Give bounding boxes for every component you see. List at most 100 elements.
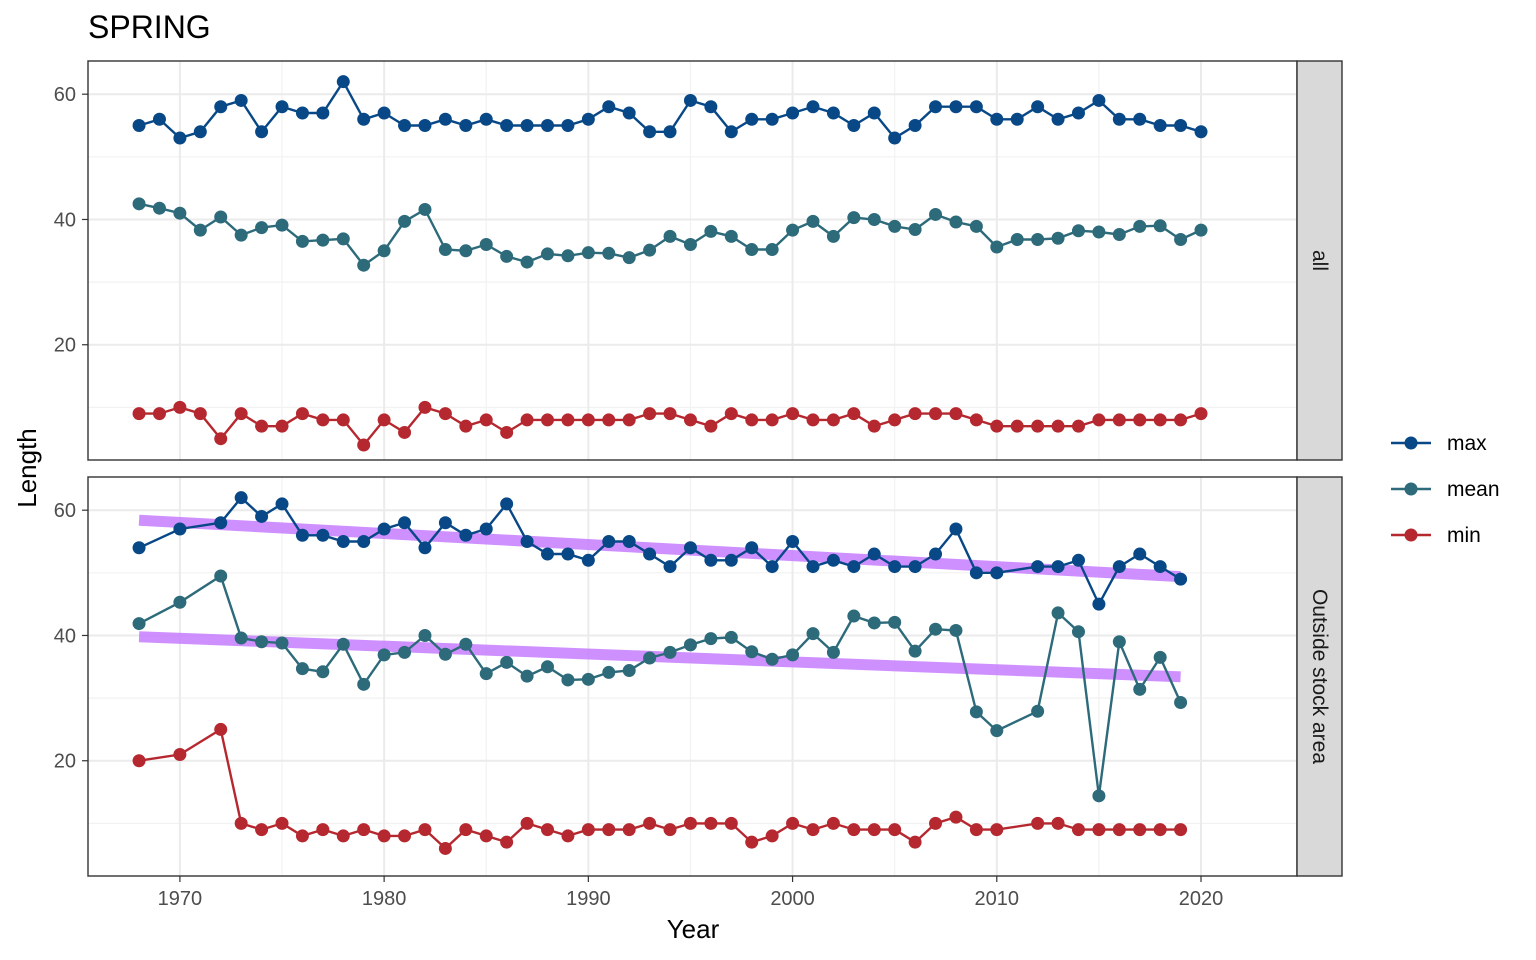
- data-point-max: [275, 497, 289, 511]
- data-point-min: [745, 413, 759, 427]
- data-point-mean: [1133, 219, 1147, 233]
- data-point-min: [398, 829, 412, 843]
- y-tick-label: 40: [54, 625, 76, 647]
- data-point-min: [1153, 823, 1167, 837]
- data-point-mean: [438, 243, 452, 257]
- data-point-max: [847, 119, 861, 133]
- data-point-mean: [724, 229, 738, 243]
- data-point-min: [561, 829, 575, 843]
- legend-label-min: min: [1447, 524, 1481, 547]
- data-point-min: [214, 432, 228, 446]
- data-point-max: [683, 93, 697, 107]
- data-point-min: [929, 816, 943, 830]
- data-point-min: [418, 400, 432, 414]
- x-tick-label: 1990: [566, 888, 611, 910]
- data-point-mean: [152, 201, 166, 215]
- data-point-max: [316, 106, 330, 120]
- data-point-max: [1051, 112, 1065, 126]
- data-point-min: [479, 829, 493, 843]
- data-point-mean: [908, 644, 922, 658]
- data-point-min: [969, 823, 983, 837]
- data-point-min: [1092, 413, 1106, 427]
- data-point-max: [357, 112, 371, 126]
- data-point-max: [806, 560, 820, 574]
- data-point-mean: [234, 631, 248, 645]
- data-point-min: [929, 407, 943, 421]
- legend-key-point-min: [1404, 528, 1418, 542]
- data-point-max: [438, 112, 452, 126]
- data-point-max: [704, 553, 718, 567]
- data-point-mean: [377, 648, 391, 662]
- data-point-max: [622, 106, 636, 120]
- data-point-mean: [765, 652, 779, 666]
- y-tick-label: 20: [54, 751, 76, 773]
- data-point-mean: [1112, 228, 1126, 242]
- facet-strip-label: Outside stock area: [1308, 589, 1331, 764]
- data-point-max: [826, 553, 840, 567]
- data-point-min: [806, 823, 820, 837]
- data-point-max: [602, 100, 616, 114]
- data-point-mean: [214, 569, 228, 583]
- data-point-max: [275, 100, 289, 114]
- data-point-max: [398, 119, 412, 133]
- data-point-mean: [1031, 233, 1045, 247]
- facet-panel: 20 40 60 all: [54, 60, 1343, 461]
- facet-panel: 20 40 60 Outside stock area: [54, 476, 1343, 877]
- data-point-mean: [541, 660, 555, 674]
- data-point-min: [786, 407, 800, 421]
- data-point-mean: [786, 648, 800, 662]
- data-point-min: [438, 407, 452, 421]
- data-point-mean: [255, 221, 269, 235]
- facet-panels: 20 40 60 all 20 40 60 Outside stock area: [54, 60, 1343, 877]
- facet-strip: [1296, 476, 1343, 877]
- data-point-min: [1133, 413, 1147, 427]
- data-point-max: [255, 125, 269, 139]
- data-point-max: [479, 522, 493, 536]
- data-point-max: [316, 528, 330, 542]
- data-point-mean: [704, 224, 718, 238]
- data-point-mean: [234, 228, 248, 242]
- legend-key-point-max: [1404, 436, 1418, 450]
- data-point-max: [132, 119, 146, 133]
- data-point-max: [581, 112, 595, 126]
- data-point-max: [949, 522, 963, 536]
- data-point-mean: [398, 645, 412, 659]
- data-point-min: [1194, 407, 1208, 421]
- data-point-min: [847, 407, 861, 421]
- data-point-mean: [561, 249, 575, 263]
- data-point-min: [234, 816, 248, 830]
- data-point-max: [1133, 547, 1147, 561]
- data-point-mean: [1092, 225, 1106, 239]
- data-point-mean: [745, 645, 759, 659]
- data-point-max: [1010, 112, 1024, 126]
- data-point-min: [990, 419, 1004, 433]
- data-point-max: [888, 131, 902, 145]
- data-point-max: [1051, 560, 1065, 574]
- data-point-max: [520, 535, 534, 549]
- data-point-min: [1031, 816, 1045, 830]
- data-point-min: [459, 419, 473, 433]
- data-point-mean: [295, 662, 309, 676]
- data-point-min: [377, 829, 391, 843]
- data-point-min: [398, 425, 412, 439]
- data-point-min: [1112, 413, 1126, 427]
- data-point-mean: [214, 210, 228, 224]
- data-point-max: [295, 106, 309, 120]
- data-point-mean: [459, 244, 473, 258]
- data-point-min: [826, 816, 840, 830]
- data-point-mean: [683, 638, 697, 652]
- data-point-max: [847, 560, 861, 574]
- data-point-min: [663, 407, 677, 421]
- data-point-min: [949, 407, 963, 421]
- data-point-max: [1071, 553, 1085, 567]
- data-point-mean: [357, 258, 371, 272]
- data-point-mean: [418, 628, 432, 642]
- data-point-mean: [316, 233, 330, 247]
- data-point-min: [541, 413, 555, 427]
- x-tick-label: 1980: [362, 888, 407, 910]
- y-tick-label: 40: [54, 209, 76, 231]
- data-point-max: [173, 522, 187, 536]
- data-point-max: [765, 560, 779, 574]
- data-point-max: [786, 106, 800, 120]
- data-point-max: [459, 119, 473, 133]
